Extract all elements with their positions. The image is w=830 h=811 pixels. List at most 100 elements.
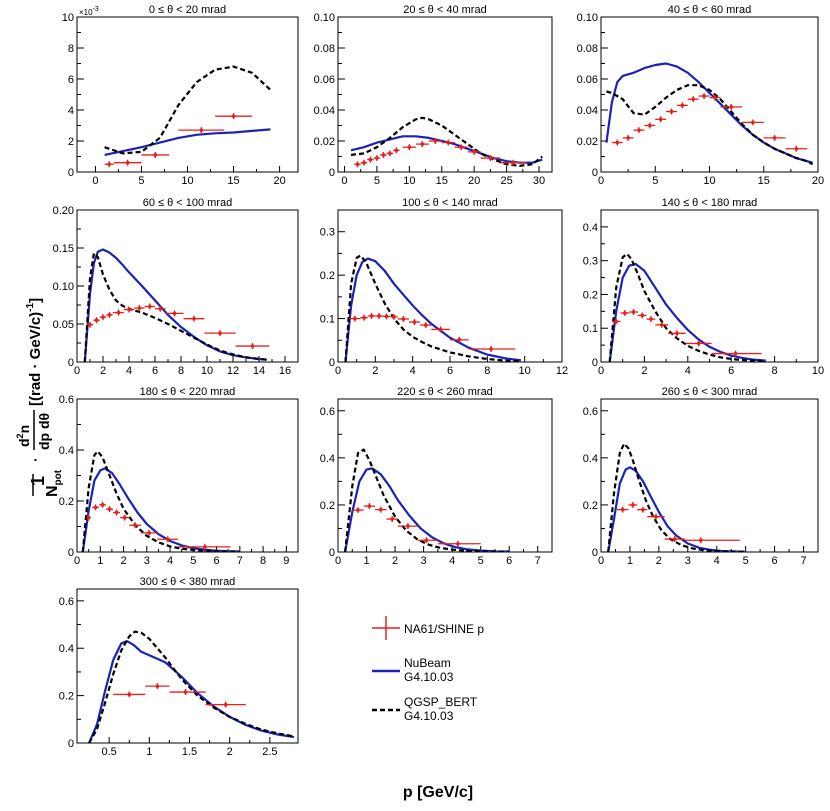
data-point <box>165 310 184 317</box>
data-point-marker <box>401 317 406 321</box>
data-point <box>183 315 205 322</box>
x-tick-label: 5 <box>138 175 144 187</box>
data-point-marker <box>223 702 228 707</box>
series-qgsp <box>608 252 766 362</box>
data-point-marker <box>125 160 130 165</box>
data-point <box>441 139 455 146</box>
data-point <box>178 543 231 550</box>
plot-area <box>350 116 543 168</box>
data-point <box>698 93 710 100</box>
data-point <box>454 144 468 151</box>
x-tick-label: 6 <box>214 555 220 567</box>
x-tick-label: 12 <box>556 365 568 377</box>
y-tick-label: 4 <box>68 105 74 117</box>
y-tick-label: 0.2 <box>320 500 335 512</box>
data-point <box>742 119 764 126</box>
data-point-marker <box>127 692 132 697</box>
data-point-marker <box>648 123 652 128</box>
data-point-marker <box>362 315 366 320</box>
panel-frame <box>76 588 299 744</box>
data-point <box>390 313 398 320</box>
plot-area <box>608 252 766 362</box>
series-nubeam <box>344 467 510 552</box>
data-point <box>611 139 623 146</box>
data-point <box>408 319 421 326</box>
y-tick-label: 0 <box>592 357 598 369</box>
data-point <box>428 138 442 144</box>
data-point-marker <box>438 327 443 332</box>
panel-title: 180 ≤ θ < 220 mrad <box>140 386 236 398</box>
data-point-marker <box>388 151 392 156</box>
panel-3: 40 ≤ θ < 60 mrad 0 5 10 15 20 0 0.02 0.04 0.06 0.0… <box>577 4 825 187</box>
x-tick-label: 3 <box>685 555 691 567</box>
data-point-marker <box>615 140 620 145</box>
data-point-marker <box>367 504 372 508</box>
y-tick-label: 0 <box>329 357 335 369</box>
plot-area <box>607 442 746 552</box>
x-tick-label: 7 <box>237 555 243 567</box>
data-point-marker <box>729 105 733 109</box>
y-tick-label: 0.2 <box>583 500 598 512</box>
data-point-marker <box>649 317 653 321</box>
y-tick-label: 0 <box>329 167 335 179</box>
data-point <box>393 147 400 154</box>
x-tick-label: 6 <box>728 365 734 377</box>
x-tick-label: 10 <box>181 175 193 187</box>
data-point-marker <box>127 307 131 312</box>
data-point-marker <box>696 341 701 346</box>
data-point <box>144 303 155 310</box>
data-point-marker <box>459 145 464 149</box>
x-tick-label: 0 <box>341 175 347 187</box>
x-tick-label: 1 <box>97 555 103 567</box>
data-point <box>417 537 438 544</box>
data-point-marker <box>394 148 399 153</box>
y-tick-label: 0.08 <box>577 43 598 55</box>
data-point-marker <box>122 515 127 520</box>
y-tick-label: 0.1 <box>583 323 598 335</box>
data-point <box>360 159 368 166</box>
data-point-marker <box>107 313 112 317</box>
data-point-marker <box>100 503 105 507</box>
data-point-marker <box>626 136 630 140</box>
data-point <box>178 127 225 134</box>
data-point-marker <box>672 537 677 541</box>
plot-area <box>88 630 295 743</box>
data-point <box>141 151 170 158</box>
x-tick-label: 8 <box>772 365 778 377</box>
x-tick-label: 15 <box>758 175 770 187</box>
x-tick-label: 5 <box>743 555 749 567</box>
data-point <box>628 501 638 508</box>
series-nubeam <box>605 62 813 164</box>
data-point-marker <box>377 314 381 318</box>
panel-title: 20 ≤ θ < 40 mrad <box>403 4 486 16</box>
series-nubeam <box>83 248 267 362</box>
x-tick-label: 1 <box>146 746 152 758</box>
x-tick-label: 0 <box>92 175 98 187</box>
x-tick-label: 6 <box>506 555 512 567</box>
data-point <box>120 514 130 521</box>
panel-title: 100 ≤ θ < 140 mrad <box>402 197 498 209</box>
data-point <box>664 536 685 543</box>
data-point-marker <box>218 331 222 335</box>
y-tick-label: 0.05 <box>53 319 74 331</box>
x-tick-label: 16 <box>279 365 291 377</box>
y-tick-label: 0.2 <box>320 270 335 282</box>
series-qgsp <box>344 448 510 552</box>
data-point <box>386 516 398 523</box>
panel-title: 40 ≤ θ < 60 mrad <box>668 4 751 16</box>
x-tick-label: 1.5 <box>182 746 197 758</box>
x-tick-label: 15 <box>436 175 448 187</box>
y-tick-label: 0 <box>68 167 74 179</box>
x-tick-label: 4 <box>449 555 455 567</box>
x-tick-label: 10 <box>519 365 531 377</box>
data-point <box>373 155 381 162</box>
data-point-marker <box>631 503 635 507</box>
y-tick-label: 0.4 <box>320 453 335 465</box>
x-tick-label: 25 <box>500 175 512 187</box>
y-tick-label: 0.3 <box>583 256 598 268</box>
y-tick-label: 0 <box>68 547 74 559</box>
data-point-marker <box>94 318 99 323</box>
y-tick-label: 0 <box>329 547 335 559</box>
data-point <box>620 310 630 317</box>
